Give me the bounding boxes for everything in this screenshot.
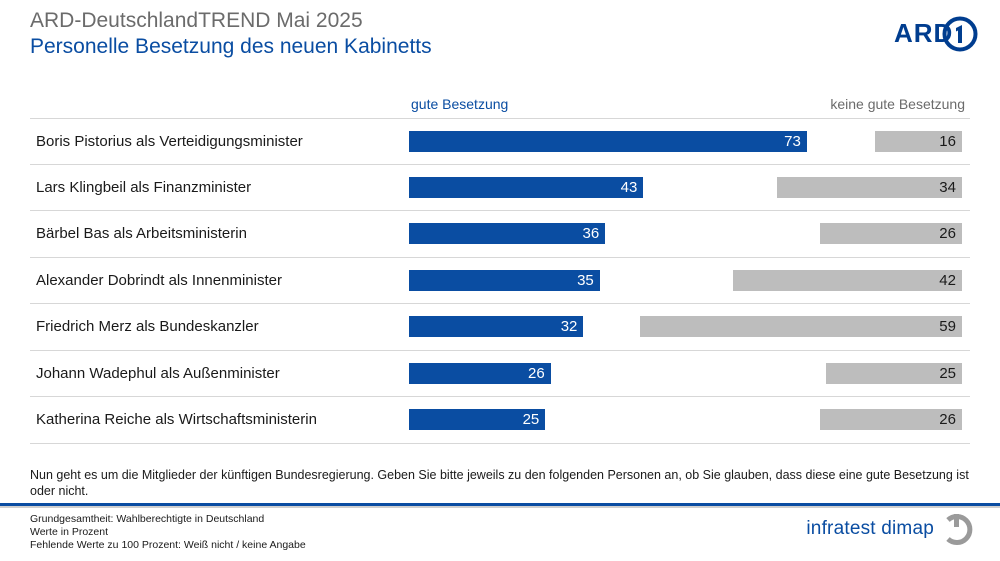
column-header-negative: keine gute Besetzung — [830, 96, 965, 112]
survey-question: Nun geht es um die Mitglieder der künfti… — [30, 468, 969, 498]
bar-gute-besetzung: 36 — [409, 223, 606, 244]
ard-logo: ARD — [894, 14, 978, 54]
chart-row: Boris Pistorius als Verteidigungsministe… — [30, 118, 970, 165]
footer-divider — [0, 503, 1000, 508]
infratest-dimap-text: infratest dimap — [806, 518, 934, 539]
bar-keine-gute-besetzung: 16 — [874, 131, 962, 152]
data-label: 73 — [784, 133, 801, 150]
header: ARD-DeutschlandTREND Mai 2025 Personelle… — [30, 8, 432, 60]
bar-gute-besetzung: 26 — [409, 362, 551, 384]
bar-gute-besetzung: 25 — [409, 409, 546, 430]
bar-gute-besetzung: 32 — [409, 316, 584, 337]
data-label: 35 — [577, 271, 594, 289]
bar-gute-besetzung: 35 — [409, 269, 600, 291]
bar-gute-besetzung: 43 — [409, 176, 644, 198]
bar-gute-besetzung: 73 — [409, 131, 807, 152]
column-header-positive: gute Besetzung — [411, 96, 509, 112]
infratest-dimap-icon — [946, 514, 973, 545]
category-label: Johann Wadephul als Außenminister — [36, 364, 280, 382]
data-label: 25 — [939, 364, 956, 382]
chart-row: Bärbel Bas als Arbeitsministerin 36 26 — [30, 211, 970, 258]
category-label: Katherina Reiche als Wirtschaftsminister… — [36, 411, 317, 428]
data-label: 36 — [582, 225, 600, 242]
infratest-dimap-logo: infratest dimap — [774, 512, 974, 546]
bar-keine-gute-besetzung: 42 — [733, 269, 962, 291]
data-label: 59 — [939, 318, 956, 335]
data-label: 25 — [522, 411, 540, 428]
chart-row: Katherina Reiche als Wirtschaftsminister… — [30, 397, 970, 444]
category-label: Friedrich Merz als Bundeskanzler — [36, 318, 259, 335]
data-label: 32 — [560, 318, 578, 335]
data-label: 34 — [939, 178, 956, 196]
footnote-population: Grundgesamtheit: Wahlberechtigte in Deut… — [30, 513, 265, 525]
footnote-units: Werte in Prozent — [30, 526, 109, 538]
data-label: 42 — [939, 271, 956, 289]
chart-subtitle: Personelle Besetzung des neuen Kabinetts — [30, 35, 432, 58]
chart-rows: Boris Pistorius als Verteidigungsministe… — [30, 118, 970, 444]
data-label: 26 — [528, 364, 545, 382]
footnote-missing: Fehlende Werte zu 100 Prozent: Weiß nich… — [30, 539, 306, 551]
bar-keine-gute-besetzung: 34 — [776, 176, 962, 198]
footnotes: Grundgesamtheit: Wahlberechtigte in Deut… — [30, 513, 306, 552]
data-label: 26 — [939, 411, 956, 428]
category-label: Boris Pistorius als Verteidigungsministe… — [36, 133, 303, 150]
bar-keine-gute-besetzung: 25 — [825, 362, 962, 384]
bar-keine-gute-besetzung: 59 — [640, 316, 962, 337]
chart-title: ARD-DeutschlandTREND Mai 2025 — [30, 9, 363, 32]
chart-row: Alexander Dobrindt als Innenminister 35 42 — [30, 258, 970, 304]
ard-one-icon — [942, 16, 978, 52]
chart-row: Johann Wadephul als Außenminister 26 25 — [30, 351, 970, 397]
bar-keine-gute-besetzung: 26 — [820, 223, 962, 244]
data-label: 16 — [939, 133, 956, 150]
chart-row: Lars Klingbeil als Finanzminister 43 34 — [30, 165, 970, 211]
category-label: Lars Klingbeil als Finanzminister — [36, 178, 252, 196]
category-label: Bärbel Bas als Arbeitsministerin — [36, 225, 247, 242]
chart-row: Friedrich Merz als Bundeskanzler 32 59 — [30, 304, 970, 351]
category-label: Alexander Dobrindt als Innenminister — [36, 271, 282, 289]
data-label: 43 — [620, 178, 638, 196]
bar-keine-gute-besetzung: 26 — [820, 409, 962, 430]
data-label: 26 — [939, 225, 956, 242]
